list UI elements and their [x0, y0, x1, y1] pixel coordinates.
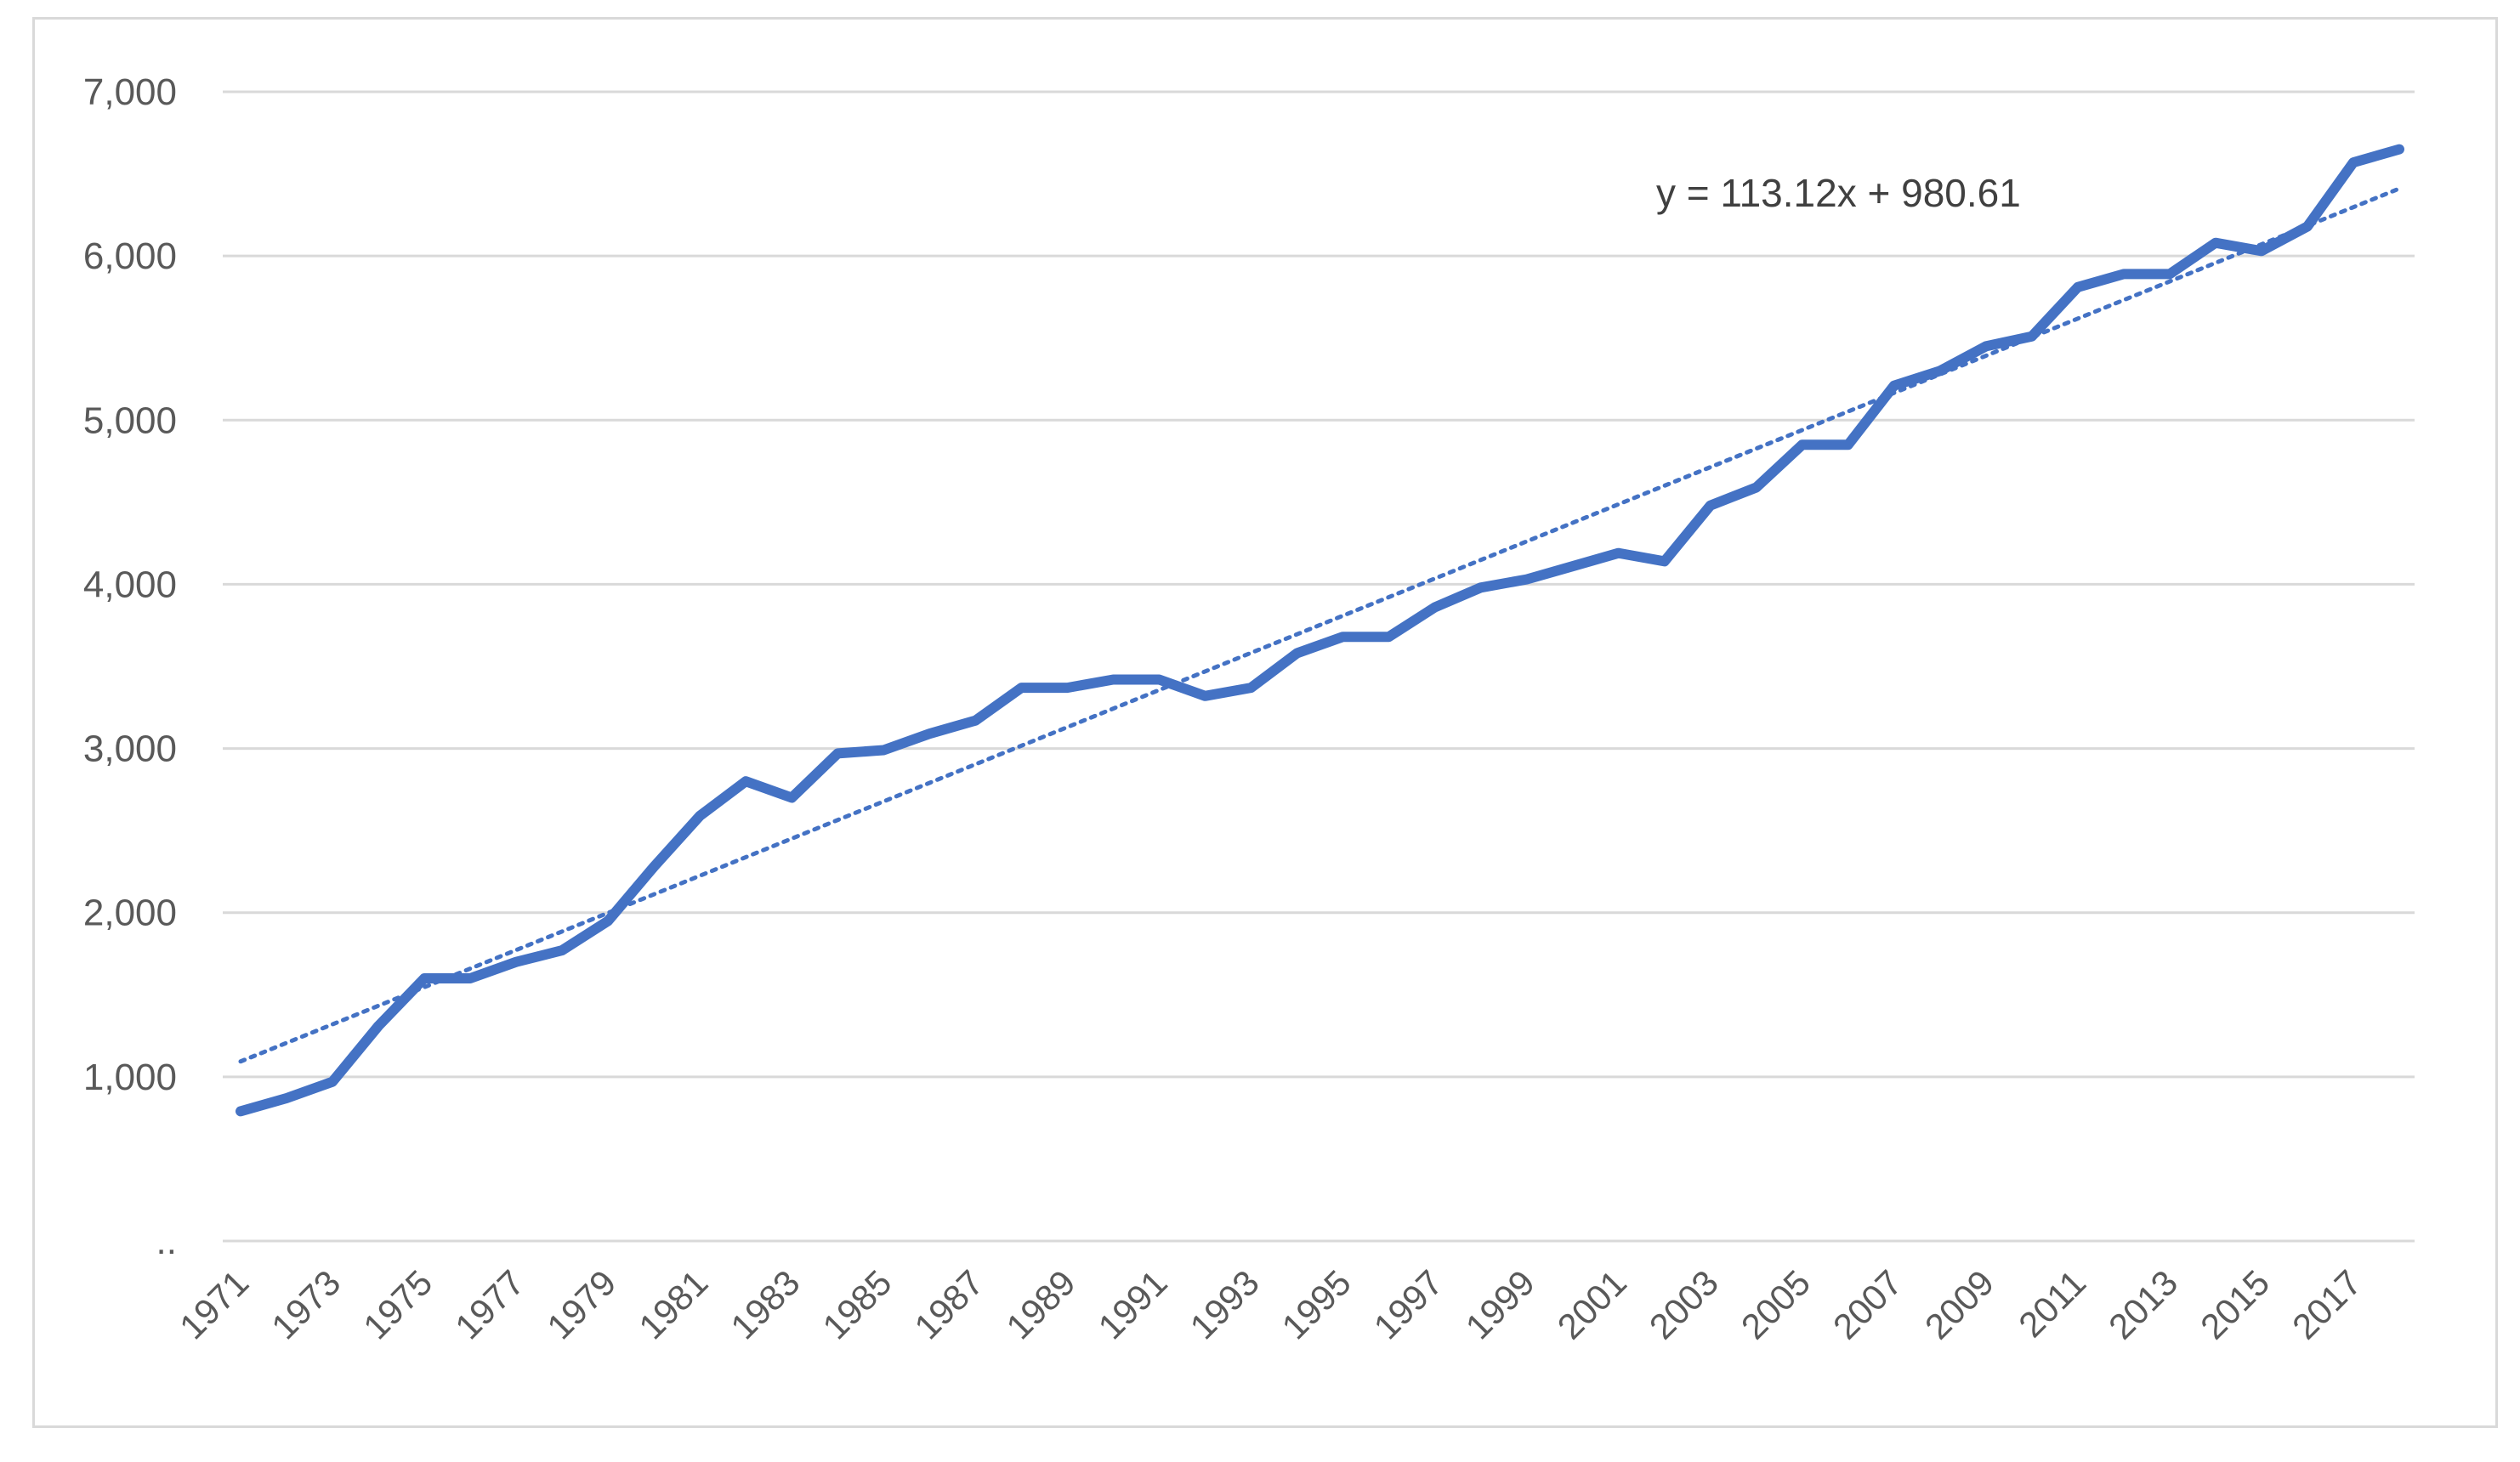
x-tick-label-2: 1975 [355, 1262, 440, 1346]
x-tick-label-11: 1993 [1183, 1262, 1267, 1346]
x-tick-label-7: 1985 [814, 1262, 899, 1346]
x-tick-label-23: 2017 [2284, 1262, 2369, 1346]
x-tick-label-13: 1997 [1366, 1262, 1450, 1346]
y-axis-tick-labels: .. 1,000 2,000 3,000 4,000 5,000 6,000 7,000 [83, 71, 177, 1262]
x-tick-label-10: 1991 [1090, 1262, 1174, 1346]
x-tick-label-14: 1999 [1458, 1262, 1542, 1346]
x-axis-tick-labels: 1971 1973 1975 1977 1979 1981 1983 1985 1987 1989… [172, 1262, 2369, 1346]
y-tick-label-0: .. [156, 1221, 177, 1262]
x-tick-label-21: 2013 [2101, 1262, 2185, 1346]
x-tick-label-0: 1971 [172, 1262, 256, 1346]
x-tick-label-8: 1987 [906, 1262, 990, 1346]
x-tick-label-15: 2001 [1550, 1262, 1634, 1346]
x-tick-label-9: 1989 [998, 1262, 1082, 1346]
x-tick-label-19: 2009 [1917, 1262, 2001, 1346]
x-tick-label-5: 1981 [631, 1262, 715, 1346]
trendline-group [238, 186, 2402, 1064]
y-tick-label-4: 4,000 [83, 564, 177, 605]
y-tick-label-7: 7,000 [83, 71, 177, 113]
y-tick-label-2: 2,000 [83, 892, 177, 934]
x-tick-label-17: 2005 [1734, 1262, 1818, 1346]
x-tick-label-16: 2003 [1642, 1262, 1726, 1346]
y-tick-label-5: 5,000 [83, 400, 177, 441]
x-tick-label-20: 2011 [2011, 1262, 2093, 1345]
x-tick-label-4: 1979 [539, 1262, 623, 1346]
chart-frame [32, 17, 2498, 1428]
series-line-0 [236, 144, 2404, 1117]
x-tick-label-12: 1995 [1274, 1262, 1359, 1346]
y-tick-label-6: 6,000 [83, 235, 177, 277]
y-tick-label-3: 3,000 [83, 728, 177, 770]
series-group [236, 144, 2404, 1117]
x-tick-label-6: 1983 [723, 1262, 807, 1346]
trendline-equation-label: y = 113.12x + 980.61 [1656, 171, 2021, 215]
trendline [238, 186, 2402, 1064]
x-tick-label-18: 2007 [1825, 1262, 1910, 1346]
x-tick-label-22: 2015 [2193, 1262, 2277, 1346]
x-tick-label-3: 1977 [447, 1262, 531, 1346]
gridlines [223, 90, 2415, 1243]
x-tick-label-1: 1973 [264, 1262, 348, 1346]
y-tick-label-1: 1,000 [83, 1057, 177, 1098]
